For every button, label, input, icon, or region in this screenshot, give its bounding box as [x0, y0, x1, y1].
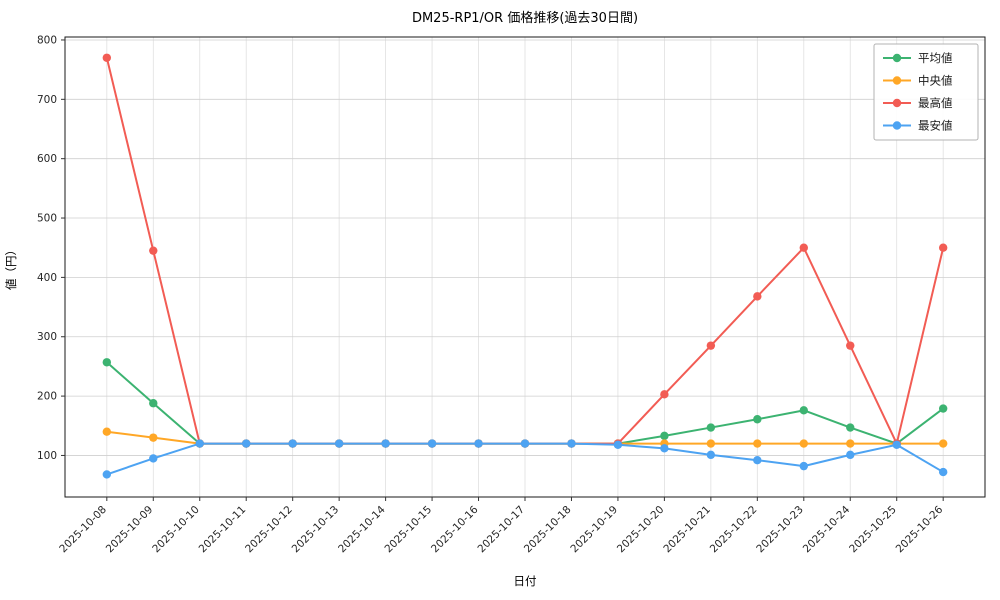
x-tick-label: 2025-10-17 [475, 504, 527, 556]
data-point [660, 431, 669, 441]
legend-marker [892, 98, 902, 108]
data-point [242, 439, 251, 448]
data-point [892, 440, 901, 449]
data-point [567, 439, 576, 448]
data-point [938, 439, 948, 448]
x-tick-label: 2025-10-08 [57, 504, 109, 556]
data-point [334, 439, 344, 448]
y-tick-label: 700 [37, 94, 57, 106]
x-tick-label: 2025-10-20 [615, 504, 667, 556]
data-point [753, 456, 762, 465]
data-point [381, 439, 390, 448]
data-point [799, 461, 808, 471]
data-point [288, 439, 297, 448]
data-point [660, 390, 669, 399]
data-point [846, 341, 855, 350]
axes-ticks: 1002003004005006007008002025-10-082025-1… [37, 34, 946, 555]
legend-marker [892, 53, 902, 63]
data-point [102, 427, 112, 436]
data-point [938, 404, 948, 413]
data-point [938, 467, 948, 477]
data-point [753, 439, 762, 448]
legend-item-label: 最安値 [918, 119, 953, 133]
data-point [195, 439, 204, 448]
data-point [706, 439, 716, 448]
data-point [799, 406, 808, 415]
legend-marker [892, 121, 902, 130]
data-point [149, 454, 158, 463]
data-point [613, 440, 623, 449]
y-tick-label: 400 [37, 272, 57, 284]
y-tick-label: 200 [37, 391, 57, 403]
y-tick-label: 600 [37, 153, 57, 165]
legend-item-label: 最高値 [918, 96, 953, 110]
data-point [846, 423, 855, 432]
y-tick-label: 500 [37, 213, 57, 225]
data-point [520, 439, 530, 448]
data-point [149, 399, 158, 408]
data-point [938, 243, 948, 252]
x-tick-label: 2025-10-14 [336, 503, 388, 555]
x-tick-label: 2025-10-11 [197, 504, 249, 556]
data-point [149, 433, 158, 442]
x-tick-label: 2025-10-22 [708, 504, 760, 556]
y-tick-label: 100 [37, 450, 57, 462]
y-tick-label: 800 [37, 34, 57, 46]
legend-box [873, 43, 979, 141]
legend-item-label: 平均値 [918, 51, 953, 65]
x-axis-label: 日付 [514, 574, 537, 588]
x-tick-label: 2025-10-15 [383, 504, 435, 556]
data-point [799, 439, 808, 448]
x-tick-label: 2025-10-19 [568, 504, 620, 556]
data-point [753, 415, 762, 424]
data-point [660, 444, 669, 453]
plot-area: 1002003004005006007008002025-10-082025-1… [37, 34, 986, 555]
series-3 [102, 439, 948, 479]
x-tick-label: 2025-10-10 [150, 504, 202, 556]
x-tick-label: 2025-10-09 [104, 504, 156, 556]
legend-marker [892, 76, 902, 85]
x-tick-label: 2025-10-21 [661, 504, 713, 556]
x-tick-label: 2025-10-13 [290, 504, 342, 556]
data-point [149, 246, 158, 255]
y-tick-label: 300 [37, 331, 57, 343]
data-point [102, 53, 112, 62]
data-point [753, 292, 762, 301]
x-tick-label: 2025-10-26 [894, 503, 946, 555]
data-point [706, 341, 716, 350]
data-point [706, 450, 716, 460]
data-point [427, 439, 437, 448]
chart-title: DM25-RP1/OR 価格推移(過去30日間) [412, 10, 638, 26]
x-tick-label: 2025-10-24 [801, 503, 853, 555]
data-point [846, 450, 855, 460]
x-tick-label: 2025-10-12 [243, 504, 295, 556]
x-tick-label: 2025-10-25 [847, 504, 899, 556]
data-point [706, 423, 716, 432]
data-point [799, 243, 808, 252]
y-axis-label: 値（円） [4, 244, 18, 290]
data-point [102, 470, 112, 479]
x-tick-label: 2025-10-18 [522, 504, 574, 556]
gridlines [65, 37, 985, 497]
x-tick-label: 2025-10-23 [754, 504, 806, 556]
data-point [846, 439, 855, 448]
data-point [474, 439, 483, 448]
legend-item-label: 中央値 [918, 74, 953, 88]
x-tick-label: 2025-10-16 [429, 503, 481, 555]
data-point [102, 358, 112, 367]
